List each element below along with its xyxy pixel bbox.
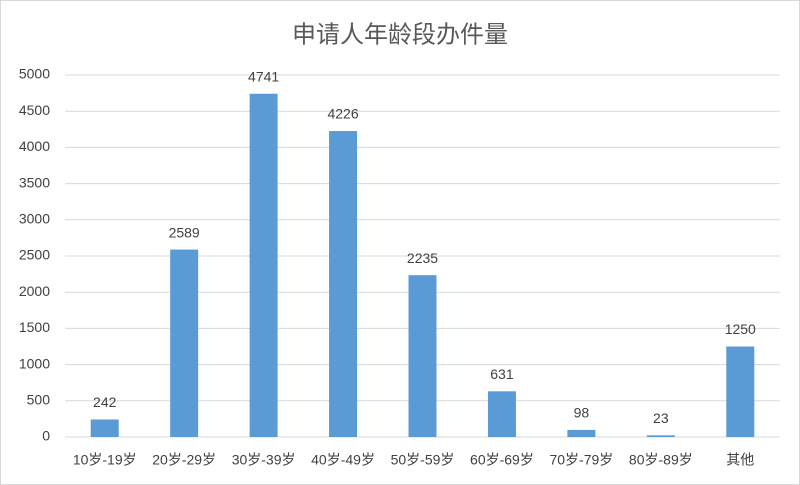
x-tick-label: 40岁-49岁	[311, 452, 375, 468]
data-label: 98	[574, 405, 590, 421]
data-label: 631	[490, 366, 514, 382]
bar	[646, 435, 675, 437]
y-tick-label: 3000	[19, 211, 50, 227]
bar	[170, 249, 199, 437]
y-tick-label: 4500	[19, 102, 50, 118]
y-tick-label: 2500	[19, 247, 50, 263]
bar	[90, 419, 119, 437]
x-tick-label: 其他	[726, 452, 754, 468]
data-label: 23	[653, 410, 669, 426]
y-tick-label: 5000	[19, 66, 50, 82]
x-tick-label: 60岁-69岁	[470, 452, 534, 468]
data-label: 1250	[725, 321, 756, 337]
bar	[726, 346, 755, 437]
bar	[487, 391, 516, 437]
bar	[408, 275, 437, 437]
data-label: 2235	[407, 250, 438, 266]
x-tick-label: 70岁-79岁	[549, 452, 613, 468]
x-tick-label: 50岁-59岁	[391, 452, 455, 468]
y-tick-label: 0	[42, 428, 50, 444]
x-tick-label: 10岁-19岁	[73, 452, 137, 468]
y-tick-label: 3500	[19, 174, 50, 190]
data-label: 4226	[327, 106, 358, 122]
data-label: 4741	[248, 68, 279, 84]
y-tick-label: 1000	[19, 355, 50, 371]
bar	[329, 131, 358, 437]
x-tick-label: 30岁-39岁	[232, 452, 296, 468]
y-tick-label: 2000	[19, 283, 50, 299]
data-label: 242	[93, 394, 117, 410]
y-tick-label: 4000	[19, 138, 50, 154]
chart-title: 申请人年龄段办件量	[292, 21, 508, 48]
data-label: 2589	[169, 224, 200, 240]
y-tick-label: 1500	[19, 319, 50, 335]
x-tick-label: 80岁-89岁	[629, 452, 693, 468]
y-tick-label: 500	[27, 392, 51, 408]
x-tick-label: 20岁-29岁	[152, 452, 216, 468]
bar	[567, 429, 596, 437]
bar	[249, 93, 278, 438]
